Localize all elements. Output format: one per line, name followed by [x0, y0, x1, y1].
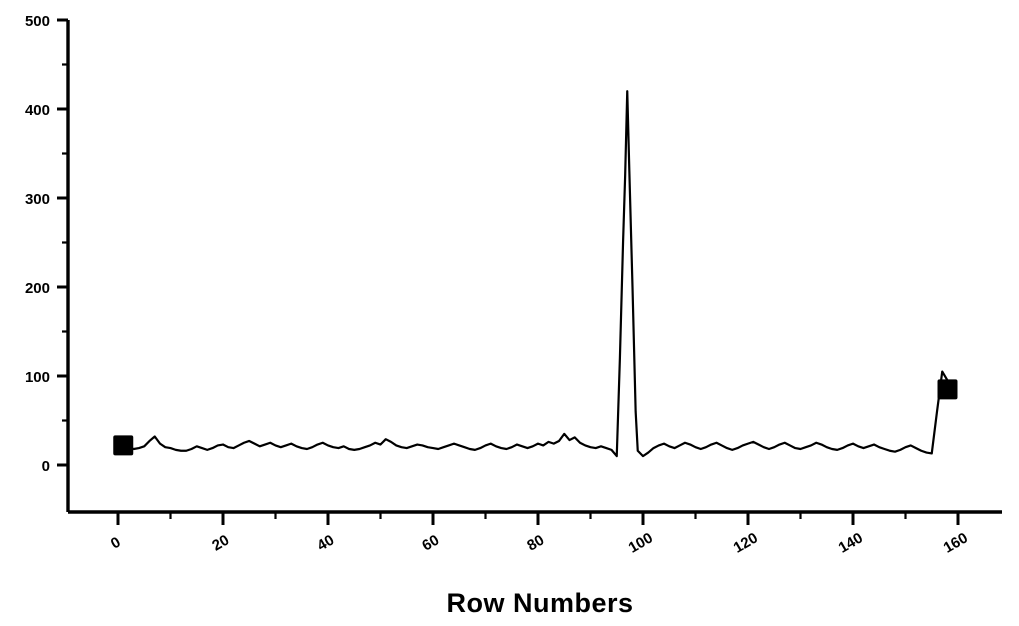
y-axis-tick-label: 300: [25, 191, 50, 208]
y-axis-tick-label: 500: [25, 13, 50, 30]
x-axis-title: Row Numbers: [446, 588, 633, 618]
x-axis-tick-label: 80: [524, 532, 547, 555]
x-axis-tick-label: 40: [314, 532, 337, 555]
y-axis-tick-label: 400: [25, 102, 50, 119]
x-axis-tick-label: 100: [626, 529, 656, 556]
chart-figure: 0 100 200 300 400 500 0 20 40 60 80 100 120 140 160 Ro…: [0, 0, 1019, 626]
y-axis-tick-label: 0: [42, 458, 50, 475]
line-chart-canvas: 0 100 200 300 400 500 0 20 40 60 80 100 120 140 160 Ro…: [0, 0, 1019, 626]
y-axis-tick-label: 200: [25, 280, 50, 297]
series-end-marker: [938, 379, 958, 399]
x-axis-tick-label: 20: [209, 532, 232, 555]
data-series-line: [118, 91, 948, 456]
x-axis-tick-label: 140: [836, 529, 866, 556]
series-start-marker: [113, 435, 133, 455]
axes-group: [68, 20, 1002, 512]
x-axis-tick-label: 60: [419, 532, 442, 555]
y-axis-tick-label: 100: [25, 369, 50, 386]
axis-tick-labels-group: 0 100 200 300 400 500 0 20 40 60 80 100 120 140 160: [25, 13, 971, 557]
x-axis-tick-label: 0: [108, 534, 124, 553]
x-axis-tick-label: 120: [731, 529, 761, 556]
x-axis-tick-label: 160: [941, 529, 971, 556]
